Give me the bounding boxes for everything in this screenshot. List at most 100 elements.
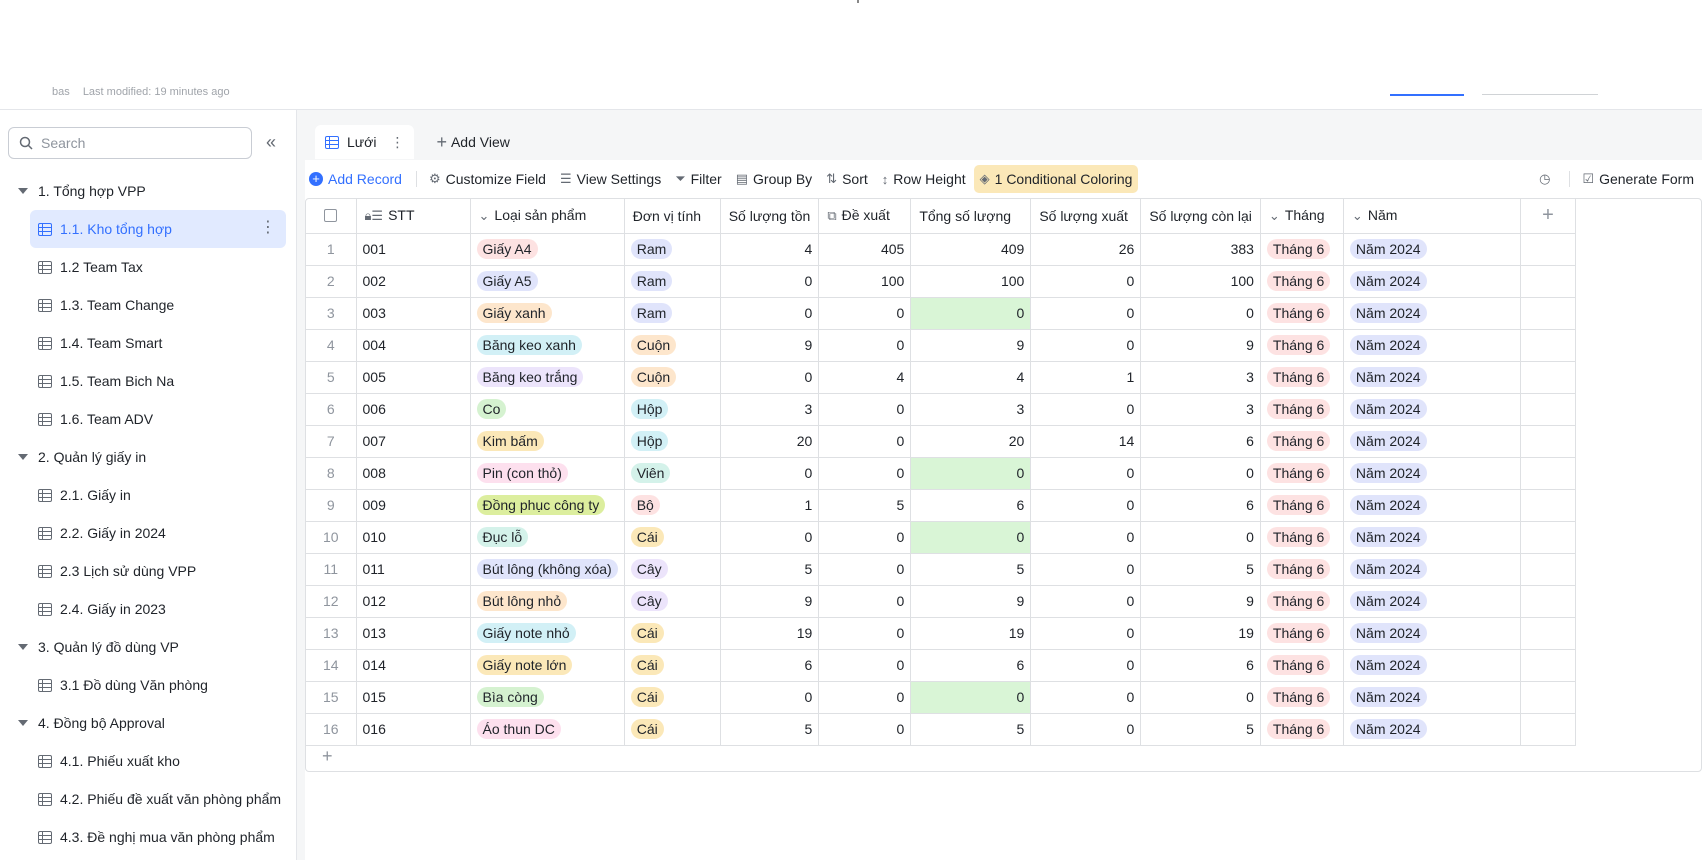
cell-so-luong-xuat[interactable]: 0 [1030,297,1142,330]
cell-so-luong-con-lai[interactable]: 6 [1140,649,1261,682]
cell-nam[interactable]: Năm 2024 [1343,681,1521,714]
cell-tong-so-luong[interactable]: 5 [910,553,1032,586]
cell-thang[interactable]: Tháng 6 [1260,425,1344,458]
cell-so-luong-ton[interactable]: 1 [720,489,820,522]
table-row[interactable]: 12 012 Bút lông nhỏ Cây 9 0 9 0 9 Tháng 6 Năm 2024 [306,585,1576,618]
cell-thang[interactable]: Tháng 6 [1260,649,1344,682]
cell-product[interactable]: Áo thun DC [470,713,625,746]
select-all-checkbox[interactable] [306,199,357,234]
cell-thang[interactable]: Tháng 6 [1260,585,1344,618]
group-by-button[interactable]: ▤ Group By [730,165,818,193]
table-row[interactable]: 16 016 Áo thun DC Cái 5 0 5 0 5 Tháng 6 Năm 2024 [306,713,1576,746]
cell-nam[interactable]: Năm 2024 [1343,713,1521,746]
cell-nam[interactable]: Năm 2024 [1343,233,1521,266]
cell-stt[interactable]: 016 [356,713,471,746]
table-row[interactable]: 14 014 Giấy note lớn Cái 6 0 6 0 6 Tháng 6 Năm 202… [306,649,1576,682]
cell-stt[interactable]: 015 [356,681,471,714]
sidebar-item[interactable]: 1.3. Team Change [0,286,296,324]
col-header-tong-so-luong[interactable]: Tổng số lượng [910,199,1032,234]
cell-so-luong-ton[interactable]: 5 [720,713,820,746]
sidebar-item[interactable]: 2.4. Giấy in 2023 [0,590,296,628]
cell-tong-so-luong[interactable]: 0 [910,457,1032,490]
cell-so-luong-ton[interactable]: 0 [720,457,820,490]
cell-product[interactable]: Đục lỗ [470,521,625,554]
cell-de-xuat[interactable]: 0 [818,521,912,554]
cell-product[interactable]: Giấy A4 [470,233,625,266]
cell-so-luong-con-lai[interactable]: 3 [1140,361,1261,394]
col-header-nam[interactable]: ⌄ Năm [1343,199,1521,234]
col-header-so-luong-ton[interactable]: Số lượng tồn [720,199,820,234]
cell-so-luong-con-lai[interactable]: 9 [1140,329,1261,362]
cell-so-luong-ton[interactable]: 9 [720,329,820,362]
sidebar-item[interactable]: 1.2 Team Tax [0,248,296,286]
cell-so-luong-xuat[interactable]: 0 [1030,585,1142,618]
cell-stt[interactable]: 007 [356,425,471,458]
cell-stt[interactable]: 010 [356,521,471,554]
cell-unit[interactable]: Viên [624,457,721,490]
cell-de-xuat[interactable]: 0 [818,457,912,490]
cell-unit[interactable]: Cây [624,553,721,586]
table-row[interactable]: 9 009 Đồng phục công ty Bộ 1 5 6 0 6 Tháng 6 Năm 2… [306,489,1576,522]
cell-so-luong-con-lai[interactable]: 6 [1140,425,1261,458]
table-row[interactable]: 4 004 Băng keo xanh Cuộn 9 0 9 0 9 Tháng 6 Năm 202… [306,329,1576,362]
cell-unit[interactable]: Cuộn [624,361,721,394]
sidebar-group[interactable]: 2. Quản lý giấy in [0,438,296,476]
sidebar-item[interactable]: 4.1. Phiếu xuất kho [0,742,296,780]
more-icon[interactable]: ⋮ [260,219,276,236]
cell-product[interactable]: Giấy note lớn [470,649,625,682]
cell-unit[interactable]: Cái [624,713,721,746]
col-header-don-vi-tinh[interactable]: Đơn vị tính [624,199,721,234]
table-row[interactable]: 3 003 Giấy xanh Ram 0 0 0 0 0 Tháng 6 Năm 2024 [306,297,1576,330]
cell-thang[interactable]: Tháng 6 [1260,329,1344,362]
cell-stt[interactable]: 009 [356,489,471,522]
col-header-stt[interactable]: 🔒︎☰ STT [356,199,471,234]
sidebar-item[interactable]: 4.2. Phiếu đề xuất văn phòng phẩm [0,780,296,818]
cell-so-luong-xuat[interactable]: 0 [1030,649,1142,682]
cell-so-luong-xuat[interactable]: 0 [1030,521,1142,554]
collapse-sidebar-icon[interactable]: « [266,132,277,152]
cell-so-luong-con-lai[interactable]: 5 [1140,553,1261,586]
cell-so-luong-con-lai[interactable]: 3 [1140,393,1261,426]
cell-so-luong-con-lai[interactable]: 0 [1140,457,1261,490]
cell-tong-so-luong[interactable]: 19 [910,617,1032,650]
cell-thang[interactable]: Tháng 6 [1260,489,1344,522]
cell-product[interactable]: Bìa còng [470,681,625,714]
cell-product[interactable]: Co [470,393,625,426]
cell-thang[interactable]: Tháng 6 [1260,233,1344,266]
sidebar-item[interactable]: 1.5. Team Bich Na [0,362,296,400]
cell-so-luong-ton[interactable]: 19 [720,617,820,650]
cell-so-luong-con-lai[interactable]: 0 [1140,681,1261,714]
cell-tong-so-luong[interactable]: 3 [910,393,1032,426]
sidebar-item[interactable]: 3.1 Đồ dùng Văn phòng [0,666,296,704]
table-row[interactable]: 6 006 Co Hộp 3 0 3 0 3 Tháng 6 Năm 2024 [306,393,1576,426]
cell-nam[interactable]: Năm 2024 [1343,553,1521,586]
cell-nam[interactable]: Năm 2024 [1343,617,1521,650]
cell-de-xuat[interactable]: 0 [818,649,912,682]
cell-so-luong-ton[interactable]: 0 [720,521,820,554]
cell-de-xuat[interactable]: 0 [818,393,912,426]
cell-so-luong-xuat[interactable]: 26 [1030,233,1142,266]
sidebar-item[interactable]: 1.6. Team ADV [0,400,296,438]
cell-so-luong-ton[interactable]: 0 [720,681,820,714]
breadcrumb[interactable]: bas [52,86,70,98]
cell-stt[interactable]: 001 [356,233,471,266]
cell-product[interactable]: Băng keo xanh [470,329,625,362]
cell-product[interactable]: Giấy A5 [470,265,625,298]
cell-so-luong-ton[interactable]: 0 [720,361,820,394]
cell-de-xuat[interactable]: 0 [818,713,912,746]
cell-tong-so-luong[interactable]: 6 [910,649,1032,682]
cell-thang[interactable]: Tháng 6 [1260,361,1344,394]
sidebar-group[interactable]: 3. Quản lý đồ dùng VP [0,628,296,666]
cell-so-luong-ton[interactable]: 4 [720,233,820,266]
cell-thang[interactable]: Tháng 6 [1260,265,1344,298]
cell-stt[interactable]: 014 [356,649,471,682]
cell-tong-so-luong[interactable]: 20 [910,425,1032,458]
cell-so-luong-ton[interactable]: 9 [720,585,820,618]
table-row[interactable]: 7 007 Kim bấm Hộp 20 0 20 14 6 Tháng 6 Năm 2024 [306,425,1576,458]
tab-grid-view[interactable]: Lưới ⋮ [315,125,415,159]
cell-de-xuat[interactable]: 0 [818,553,912,586]
cell-unit[interactable]: Hộp [624,425,721,458]
cell-thang[interactable]: Tháng 6 [1260,617,1344,650]
cell-so-luong-ton[interactable]: 20 [720,425,820,458]
cell-tong-so-luong[interactable]: 4 [910,361,1032,394]
